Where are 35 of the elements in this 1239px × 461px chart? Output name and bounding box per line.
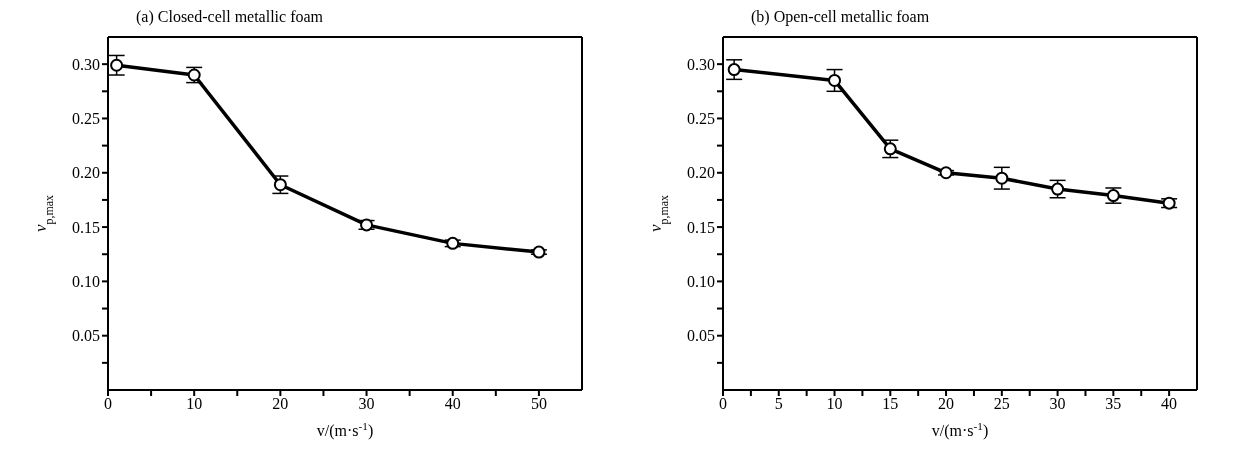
- point: [727, 63, 741, 77]
- x-tick-label: 0: [104, 395, 112, 413]
- x-tick-label: 10: [186, 395, 203, 413]
- x-tick-label: 5: [774, 395, 783, 413]
- point: [995, 171, 1009, 185]
- x-tick-label: 0: [719, 395, 727, 413]
- x-tick-label: 15: [882, 395, 899, 413]
- y-tick-label: 0.10: [687, 273, 715, 291]
- x-tick-label: 25: [993, 395, 1010, 413]
- y-tick-label: 0.30: [72, 55, 100, 73]
- chart-title: (a) Closed-cell metallic foam: [136, 8, 325, 28]
- y-tick-label: 0.05: [72, 327, 100, 345]
- x-tick-label: 30: [358, 395, 375, 413]
- x-axis-title: v/(m·s$^{-1}$): [316, 420, 374, 440]
- y-tick-label: 0.15: [687, 218, 715, 236]
- point: [828, 73, 842, 87]
- y-tick-label: 0.05: [687, 327, 715, 345]
- x-tick-label: 50: [530, 395, 547, 413]
- point: [110, 58, 124, 72]
- x-tick-label: 20: [938, 395, 955, 413]
- x-tick-label: 20: [272, 395, 289, 413]
- x-tick-label: 30: [1049, 395, 1066, 413]
- y-tick-label: 0.25: [72, 110, 100, 128]
- x-axis-title: v/(m·s$^{-1}$): [931, 420, 989, 440]
- x-tick-label: 40: [1161, 395, 1178, 413]
- y-tick-label: 0.10: [72, 273, 100, 291]
- y-tick-label: 0.15: [72, 218, 100, 236]
- y-tick-label: 0.20: [72, 164, 100, 182]
- chart-title: (b) Open-cell metallic foam: [751, 8, 931, 28]
- x-tick-label: 10: [826, 395, 843, 413]
- y-tick-label: 0.25: [687, 110, 715, 128]
- x-tick-label: 40: [444, 395, 461, 413]
- x-tick-label: 35: [1105, 395, 1122, 413]
- y-tick-label: 0.20: [687, 164, 715, 182]
- y-tick-label: 0.30: [687, 55, 715, 73]
